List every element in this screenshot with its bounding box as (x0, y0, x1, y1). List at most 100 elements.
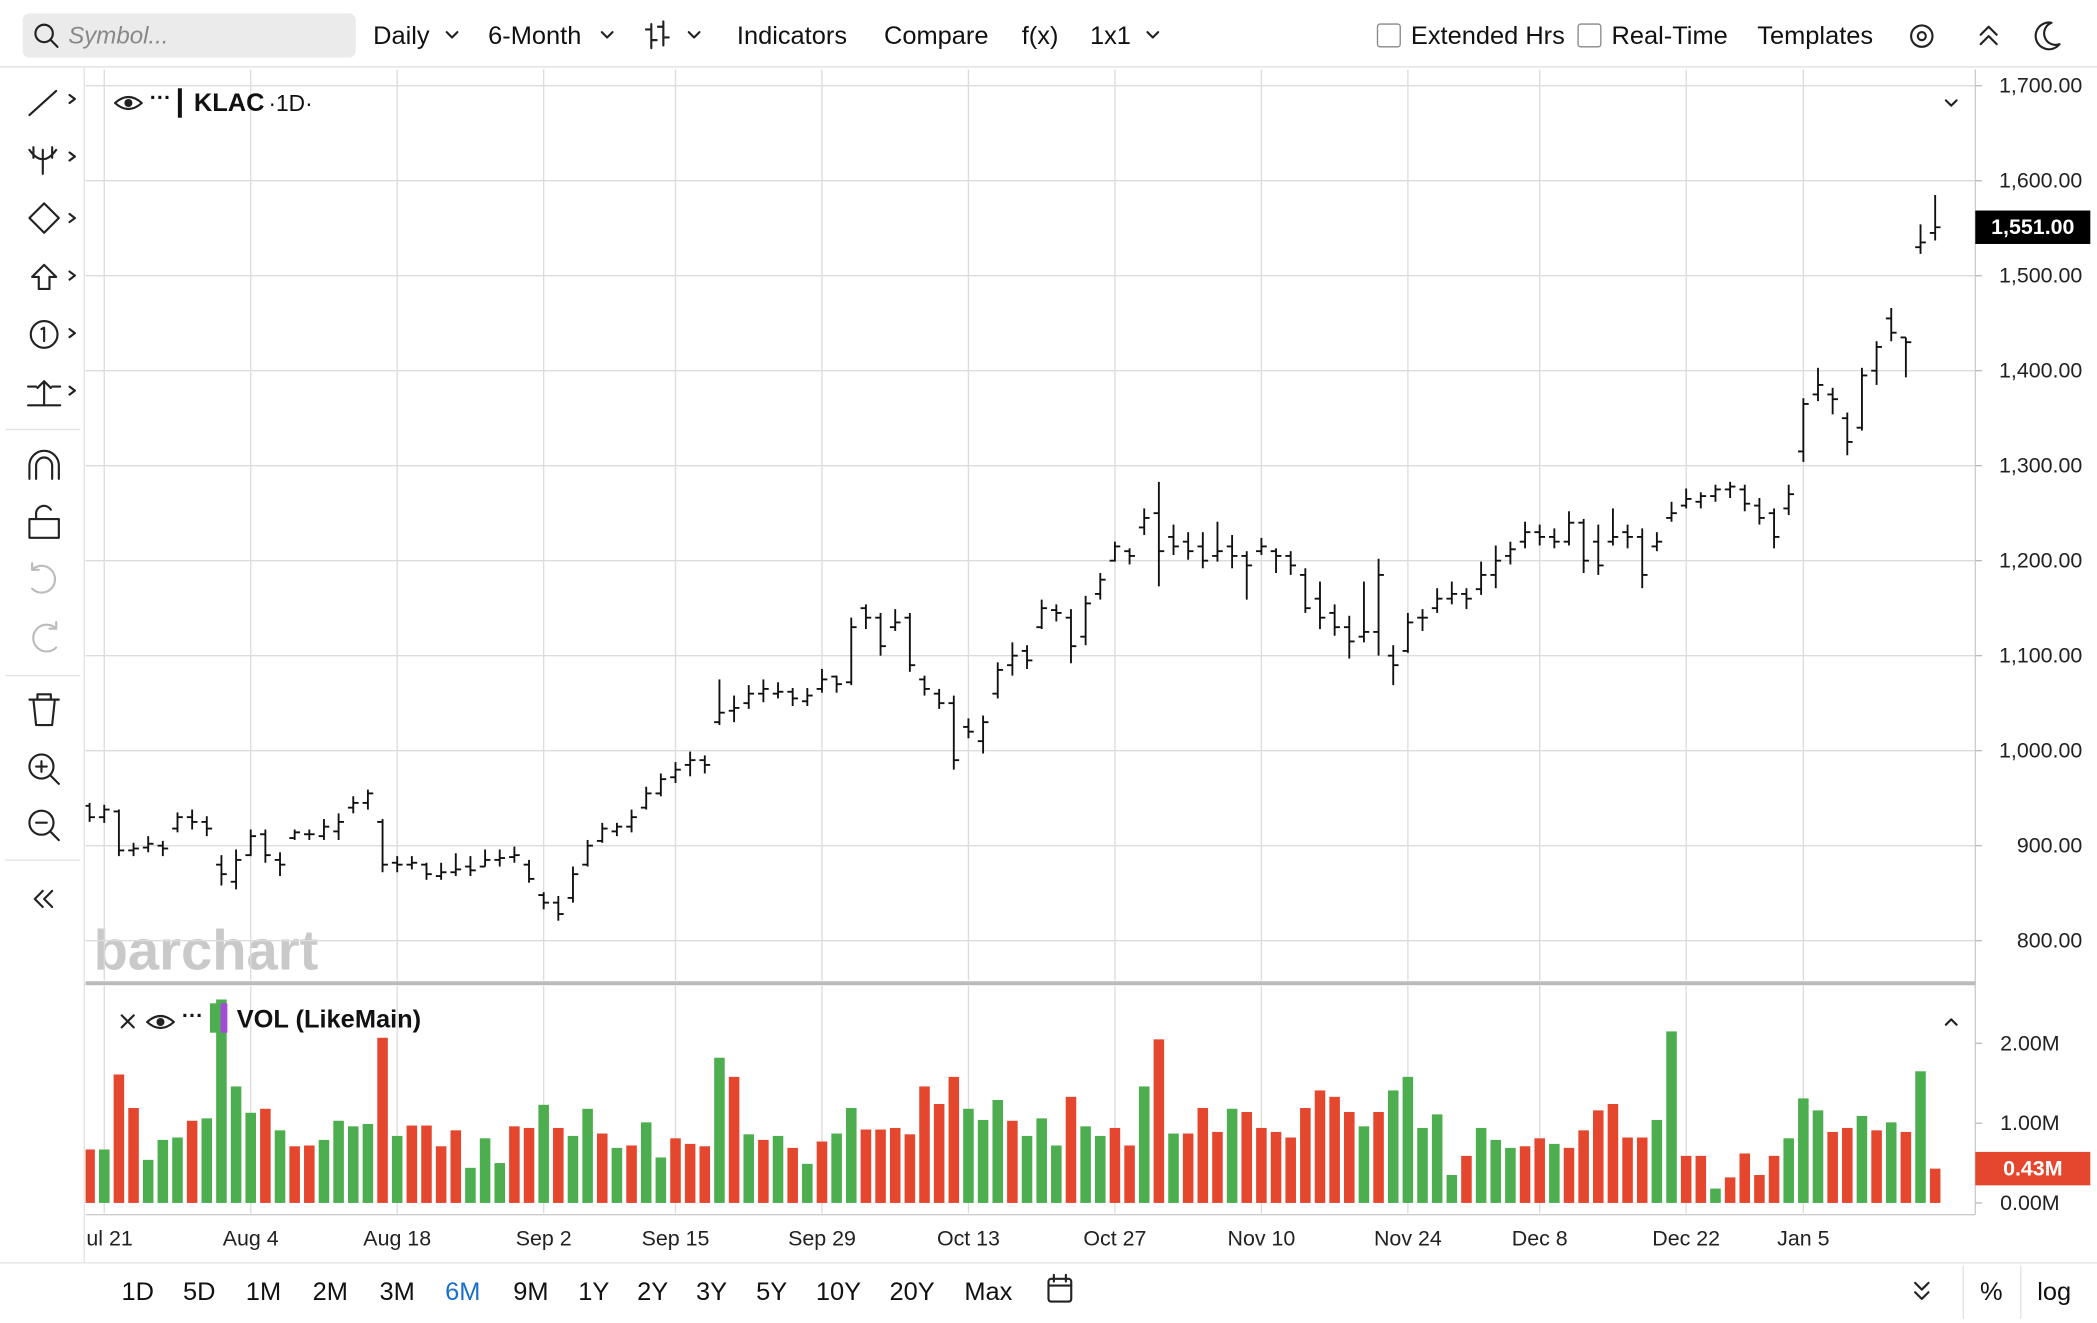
visibility-icon[interactable] (146, 1014, 175, 1030)
extended-hours-label[interactable]: Extended Hrs (1411, 22, 1565, 50)
settings-icon[interactable] (1910, 24, 1934, 48)
volume-bar (582, 1108, 593, 1203)
range-button[interactable]: 10Y (816, 1278, 861, 1306)
zoom-in[interactable] (28, 753, 55, 780)
volume-bar (1929, 1168, 1941, 1203)
volume-bar (1344, 1111, 1355, 1203)
volume-bar (860, 1129, 872, 1203)
search-placeholder[interactable]: Symbol... (68, 23, 168, 50)
visibility-icon[interactable] (113, 95, 143, 111)
volume-bar (1300, 1107, 1311, 1203)
volume-bar (186, 1120, 198, 1203)
volume-bar (1871, 1130, 1882, 1203)
volume-bar (1505, 1147, 1516, 1203)
range-button[interactable]: 6M (445, 1278, 480, 1306)
range-button[interactable]: 9M (513, 1278, 548, 1306)
volume-bar (406, 1125, 418, 1203)
log-toggle[interactable]: log (2037, 1278, 2071, 1306)
checkbox[interactable] (1577, 23, 1602, 48)
delete-tool[interactable] (28, 693, 60, 727)
zoom-out[interactable] (28, 809, 55, 836)
volume-bar (1051, 1145, 1062, 1203)
chart-type-icon[interactable] (644, 20, 670, 50)
fib-tool[interactable] (28, 146, 58, 175)
theme-icon[interactable] (2034, 21, 2061, 51)
chevron (600, 31, 614, 39)
arrow-tool[interactable] (31, 263, 58, 291)
volume-bar (509, 1126, 520, 1203)
templates-button[interactable]: Templates (1757, 22, 1873, 50)
y-tick-label: 1,000.00 (1999, 739, 2082, 763)
range-button[interactable]: 1D (122, 1278, 154, 1306)
shape-tool[interactable] (28, 202, 60, 234)
collapse-icon[interactable] (1979, 25, 1998, 46)
expand-icon[interactable] (1914, 1281, 1930, 1300)
volume-bar (1138, 1086, 1150, 1203)
redo[interactable] (32, 620, 58, 653)
volume-bar (1007, 1120, 1018, 1203)
real-time-label[interactable]: Real-Time (1612, 22, 1728, 50)
series-color (220, 1003, 228, 1033)
interval-menu[interactable]: Daily (373, 22, 430, 50)
volume-bar (1285, 1137, 1296, 1203)
pane-collapse[interactable] (1944, 99, 1958, 107)
volume-bar (1036, 1118, 1047, 1203)
checkbox[interactable] (1376, 23, 1401, 48)
volume-bar (787, 1147, 798, 1203)
range-button[interactable]: 3M (380, 1278, 415, 1306)
volume-bar (567, 1135, 579, 1203)
measure-tool[interactable] (27, 380, 62, 407)
range-button[interactable]: Max (964, 1278, 1012, 1306)
volume-bar (1168, 1133, 1179, 1203)
volume-bar (1666, 1031, 1677, 1203)
magnet-tool[interactable] (28, 449, 60, 480)
y-tick-label: 1,100.00 (1999, 644, 2082, 668)
menu-dots[interactable]: ··· (150, 86, 171, 110)
close-icon[interactable] (120, 1014, 135, 1029)
range-button[interactable]: 2M (313, 1278, 348, 1306)
range-button[interactable]: 20Y (889, 1278, 934, 1306)
volume-bar (142, 1159, 154, 1203)
volume-bar (1080, 1126, 1091, 1203)
pane-collapse[interactable] (1944, 1018, 1958, 1026)
range-button[interactable]: 1M (246, 1278, 281, 1306)
volume-bar (245, 1112, 256, 1203)
x-tick-label: Aug 18 (363, 1227, 431, 1251)
drawing-tools (5, 66, 85, 1263)
range-button[interactable]: 5D (183, 1278, 215, 1306)
x-tick-label: Sep 29 (788, 1227, 856, 1251)
last-volume-tag (1975, 1151, 2091, 1186)
range-button[interactable]: 3Y (696, 1278, 727, 1306)
range-button[interactable]: 5Y (756, 1278, 787, 1306)
volume-bar (1549, 1143, 1560, 1203)
percent-toggle[interactable]: % (1980, 1278, 2003, 1306)
volume-bar (377, 1037, 388, 1203)
layout-menu[interactable]: 1x1 (1090, 22, 1131, 50)
volume-bar (1124, 1145, 1135, 1203)
settings-icon (1916, 31, 1927, 42)
period-menu[interactable]: 6-Month (488, 22, 581, 50)
indicators-button[interactable]: Indicators (737, 22, 847, 50)
volume-bar (699, 1146, 711, 1203)
range-button[interactable]: 2Y (637, 1278, 668, 1306)
menu-dots[interactable]: ··· (182, 1003, 203, 1027)
compare-button[interactable]: Compare (884, 22, 988, 50)
collapse-sidebar[interactable] (33, 889, 54, 909)
volume-bar (845, 1107, 857, 1203)
volume-bar (1768, 1155, 1780, 1203)
annotation-tool[interactable] (29, 319, 59, 349)
volume-bar (1095, 1135, 1106, 1203)
volume-bar (1065, 1096, 1077, 1203)
volume-bar (260, 1108, 271, 1203)
last-price-tag (1975, 210, 2091, 244)
calendar-icon[interactable] (1047, 1277, 1073, 1303)
search-box[interactable] (22, 13, 356, 58)
trendline-tool[interactable] (28, 89, 58, 117)
lock-tool[interactable] (28, 517, 60, 539)
volume-bar (743, 1134, 755, 1203)
fx-button[interactable]: f(x) (1022, 22, 1059, 50)
undo[interactable] (31, 562, 57, 594)
volume-bar (1622, 1137, 1633, 1203)
x-axis: Jul 21 Aug 4 Aug 18 Sep 2 Sep 15 Sep 29 Oct 13… (86, 1227, 1830, 1251)
range-button[interactable]: 1Y (578, 1278, 609, 1306)
